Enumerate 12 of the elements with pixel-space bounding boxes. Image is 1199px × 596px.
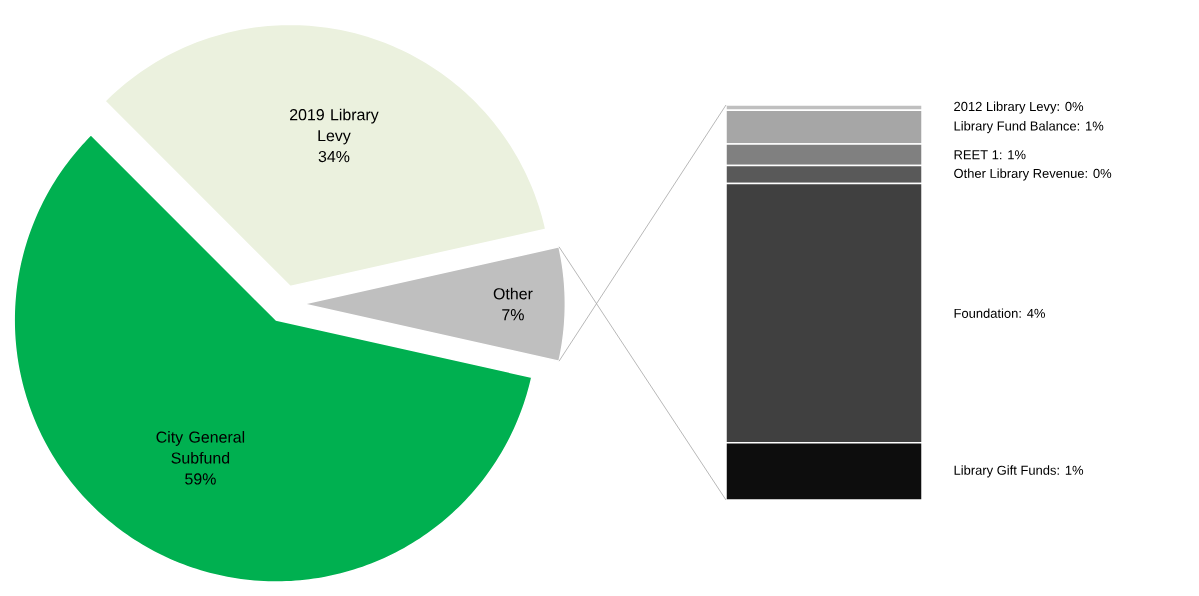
slice-label: 2019 Library Levy — [290, 108, 379, 145]
slice-label: City General Subfund — [156, 431, 245, 464]
text: Library Fund Balance: 1% — [954, 121, 1104, 134]
data-label: 7% — [502, 309, 524, 321]
slice-label: Other — [493, 287, 533, 300]
data-label: 59% — [185, 473, 216, 485]
text: Library Gift Funds: 1% — [954, 465, 1084, 478]
data-label: 34% — [318, 150, 350, 163]
text: Foundation: 4% — [954, 308, 1045, 318]
text: 2012 Library Levy: 0% — [954, 101, 1084, 114]
text: REET 1: 1% — [954, 150, 1026, 160]
text: Other Library Revenue: 0% — [954, 168, 1112, 181]
